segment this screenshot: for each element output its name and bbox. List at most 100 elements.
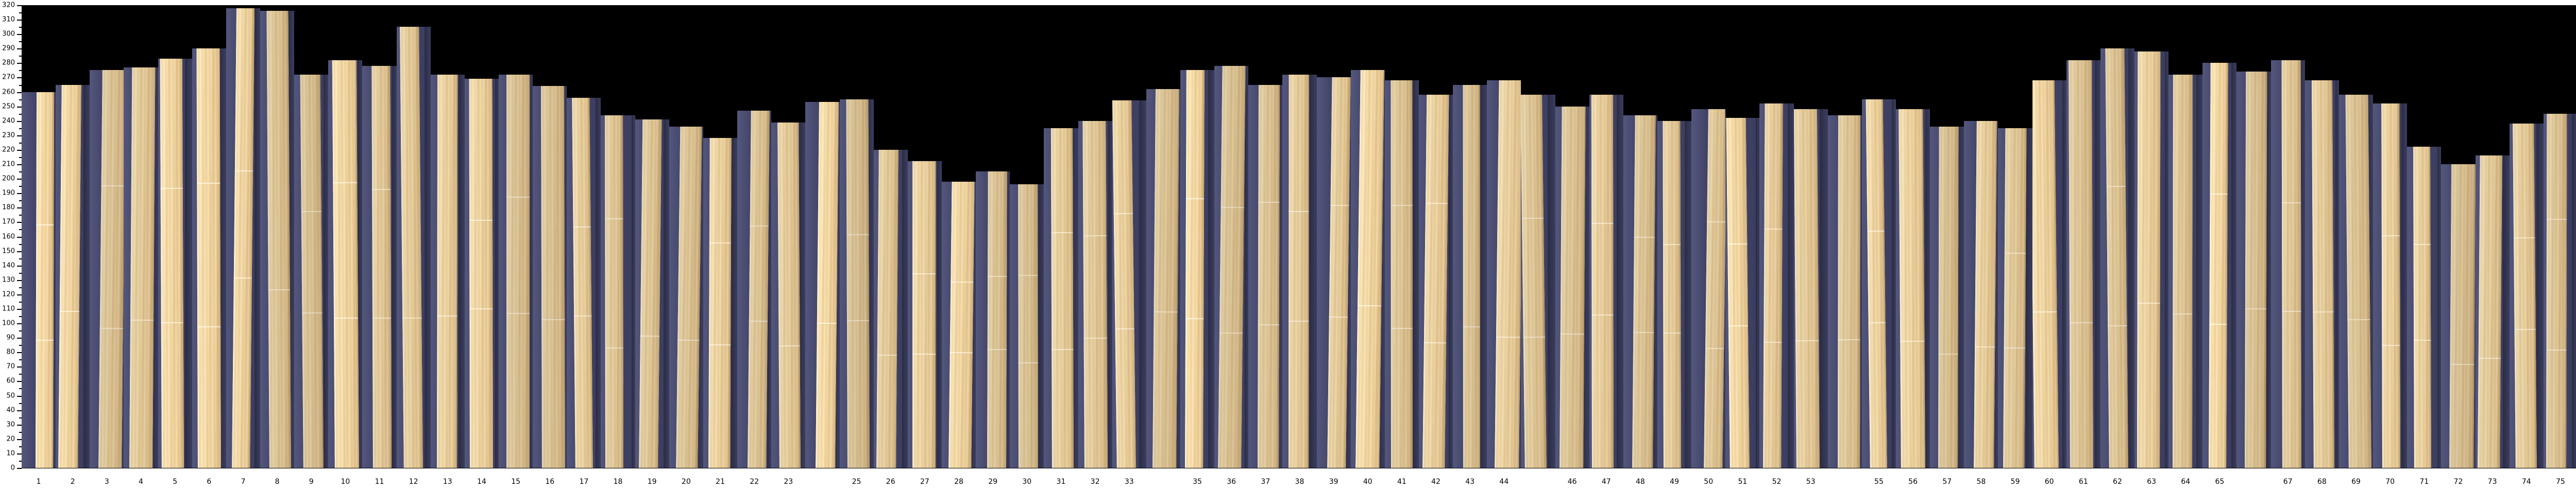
bar[interactable] <box>464 79 499 468</box>
bar[interactable] <box>2373 103 2408 468</box>
column-shadow <box>1891 99 1896 468</box>
bar[interactable] <box>839 99 874 468</box>
bar[interactable] <box>703 138 738 468</box>
stick-seam <box>2347 319 2370 321</box>
bar[interactable] <box>2270 60 2305 468</box>
x-axis-tick-label: 42 <box>1431 478 1440 486</box>
bar[interactable] <box>976 171 1010 468</box>
bar[interactable] <box>1759 103 1794 468</box>
bar[interactable] <box>1453 84 1487 468</box>
bar[interactable] <box>635 119 669 468</box>
stick-seam <box>2108 325 2127 327</box>
bar[interactable] <box>1112 100 1146 468</box>
bar[interactable] <box>1555 106 1589 468</box>
wooden-stick <box>846 99 870 468</box>
bar[interactable] <box>192 48 226 468</box>
bar[interactable] <box>124 67 158 468</box>
bar[interactable] <box>1827 115 1862 468</box>
bar[interactable] <box>907 161 942 468</box>
y-axis-minor-tick <box>19 27 22 28</box>
bar[interactable] <box>56 84 90 468</box>
stick-seam <box>130 319 154 321</box>
bar[interactable] <box>2441 164 2476 468</box>
y-axis-major-tick <box>17 424 22 426</box>
y-axis-tick-label: 110 <box>2 305 15 313</box>
bar[interactable] <box>1964 120 1998 468</box>
bar[interactable] <box>2304 80 2339 468</box>
bar[interactable] <box>22 92 56 468</box>
bar[interactable] <box>1350 70 1385 468</box>
bar[interactable] <box>2066 60 2100 468</box>
bar[interactable] <box>2100 48 2135 468</box>
x-axis-tick-label: 11 <box>375 478 384 486</box>
bar[interactable] <box>805 102 840 468</box>
bar[interactable] <box>396 27 431 468</box>
bar[interactable] <box>362 66 397 468</box>
stick-seam <box>161 187 183 189</box>
wooden-stick <box>604 115 623 468</box>
bar[interactable] <box>90 70 124 468</box>
bar[interactable] <box>1214 66 1249 468</box>
bar[interactable] <box>2236 72 2271 468</box>
bar[interactable] <box>1010 184 1044 468</box>
bar[interactable] <box>1725 118 1760 468</box>
stick-seam <box>2478 357 2500 359</box>
bar[interactable] <box>2202 63 2237 468</box>
bar[interactable] <box>328 60 363 468</box>
bar[interactable] <box>1930 127 1964 468</box>
x-axis-tick-label: 23 <box>784 478 793 486</box>
bar[interactable] <box>2407 147 2442 468</box>
column-shadow <box>1684 120 1692 468</box>
bar[interactable] <box>1418 95 1453 468</box>
bar[interactable] <box>2032 80 2066 468</box>
bar[interactable] <box>2475 155 2510 468</box>
x-axis-tick-label: 67 <box>2283 478 2293 486</box>
bar[interactable] <box>499 74 533 468</box>
bar[interactable] <box>158 58 192 468</box>
bar[interactable] <box>1282 74 1317 468</box>
column-shadow <box>902 149 908 468</box>
bar[interactable] <box>1248 84 1283 468</box>
bar[interactable] <box>1078 120 1112 468</box>
stick-seam <box>2106 186 2126 187</box>
wooden-stick <box>1591 95 1614 468</box>
bar[interactable] <box>1384 80 1419 468</box>
bar[interactable] <box>669 127 703 468</box>
bar[interactable] <box>2543 113 2576 468</box>
bar[interactable] <box>737 111 772 468</box>
stick-seam <box>1114 213 1133 215</box>
bar[interactable] <box>1044 128 1078 468</box>
bar[interactable] <box>1623 115 1657 468</box>
bar[interactable] <box>567 97 601 468</box>
bar[interactable] <box>1316 77 1351 468</box>
bar[interactable] <box>1896 109 1930 468</box>
bar[interactable] <box>2509 124 2544 468</box>
bar[interactable] <box>2168 74 2203 468</box>
bar[interactable] <box>941 181 976 468</box>
bar[interactable] <box>1691 109 1726 468</box>
bar[interactable] <box>533 86 567 468</box>
stick-seam <box>912 354 936 355</box>
bar[interactable] <box>260 11 295 468</box>
bar[interactable] <box>771 122 806 468</box>
bar[interactable] <box>2338 95 2374 468</box>
bar[interactable] <box>1487 80 1521 468</box>
stick-seam <box>2381 235 2400 237</box>
bar[interactable] <box>1589 95 1623 468</box>
bar[interactable] <box>601 115 635 468</box>
bar[interactable] <box>1521 95 1555 468</box>
bar[interactable] <box>1861 99 1896 468</box>
x-axis-tick-label: 59 <box>2010 478 2020 486</box>
y-axis-tick-label: 70 <box>6 362 15 371</box>
bar[interactable] <box>430 74 465 468</box>
bar[interactable] <box>226 8 261 468</box>
bar[interactable] <box>1657 120 1692 468</box>
bar[interactable] <box>1998 128 2032 468</box>
bar[interactable] <box>1146 89 1180 468</box>
bar[interactable] <box>1793 109 1828 468</box>
bar[interactable] <box>2134 51 2169 468</box>
bar[interactable] <box>1180 70 1215 468</box>
wooden-stick <box>638 119 662 468</box>
bar[interactable] <box>294 74 329 468</box>
bar[interactable] <box>873 149 908 468</box>
